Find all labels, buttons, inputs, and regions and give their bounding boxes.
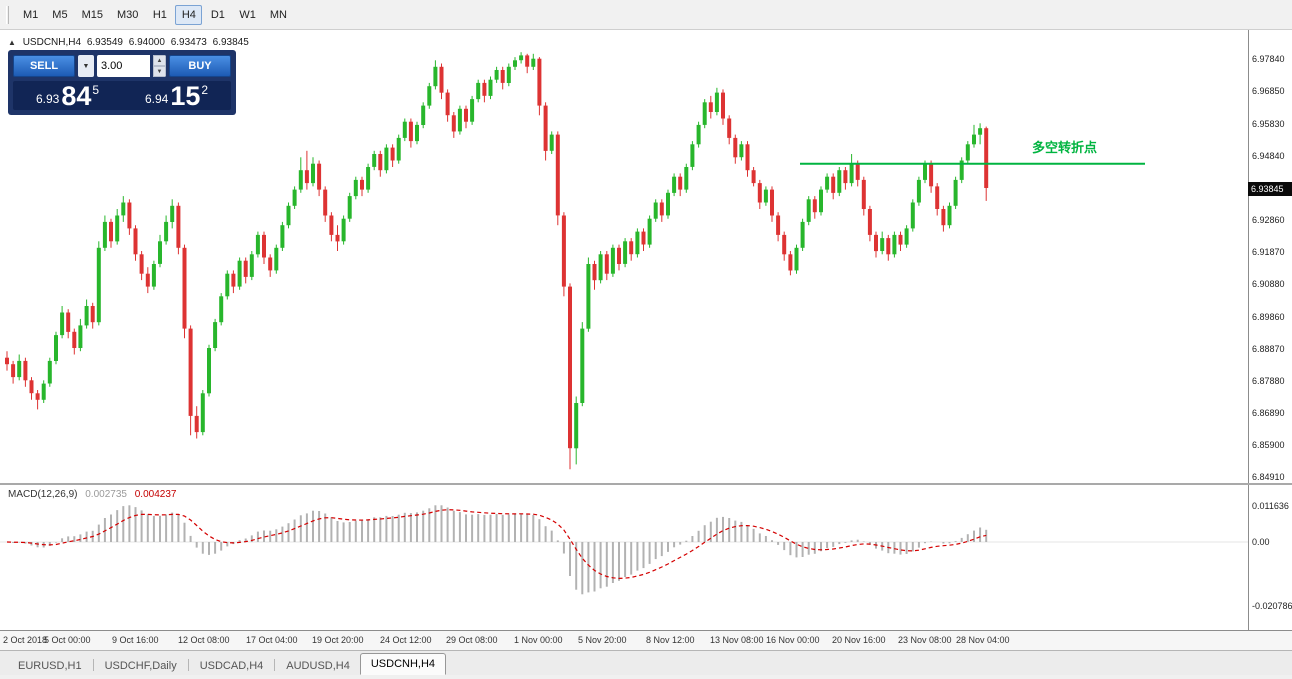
time-axis-label: 1 Nov 00:00 bbox=[514, 635, 563, 645]
chart-tab-usdchf-daily[interactable]: USDCHF,Daily bbox=[104, 659, 177, 672]
macd-panel: MACD(12,26,9) 0.002735 0.004237 0.011636… bbox=[0, 485, 1292, 631]
timeframe-m1[interactable]: M1 bbox=[23, 8, 39, 21]
sell-price-sup: 5 bbox=[92, 83, 100, 97]
indicator-axis-label: 0.00 bbox=[1252, 537, 1270, 547]
price-axis-label: 6.95830 bbox=[1252, 118, 1285, 129]
macd-main-value: 0.002735 bbox=[85, 489, 127, 500]
price-axis-label: 6.91870 bbox=[1252, 246, 1285, 257]
time-axis-label: 20 Nov 16:00 bbox=[832, 635, 886, 645]
timeframe-m30[interactable]: M30 bbox=[116, 8, 139, 21]
price-axis-label: 6.96850 bbox=[1252, 86, 1285, 96]
macd-chart[interactable] bbox=[0, 485, 1248, 630]
time-axis-label: 13 Nov 08:00 bbox=[710, 635, 764, 645]
chart-tab-eurusd-h1[interactable]: EURUSD,H1 bbox=[18, 659, 82, 672]
price-axis-label: 6.92860 bbox=[1252, 214, 1285, 225]
volume-stepper: ▲ ▼ bbox=[153, 55, 166, 77]
ohlc-open: 6.93549 bbox=[86, 37, 123, 48]
price-axis: 6.97840 6.96850 6.95830 6.94840 6.92860 6.918… bbox=[1248, 30, 1292, 483]
timeframe-toolbar: M1 M5 M15 M30 H1 H4 D1 W1 MN bbox=[0, 0, 1292, 30]
toolbar-grip[interactable] bbox=[6, 5, 9, 24]
time-axis-label: 19 Oct 20:00 bbox=[312, 635, 364, 645]
timeframe-h4[interactable]: H4 bbox=[175, 4, 203, 25]
symbol-title: USDCNH,H4 bbox=[22, 37, 82, 48]
buy-price[interactable]: 6.94 15 2 bbox=[122, 81, 231, 110]
price-chart-panel: ▲ USDCNH,H4 6.93549 6.94000 6.93473 6.93… bbox=[0, 30, 1292, 485]
price-axis-label: 6.84910 bbox=[1252, 472, 1285, 482]
sell-button[interactable]: SELL bbox=[13, 55, 75, 77]
timeframe-mn[interactable]: MN bbox=[269, 8, 287, 21]
time-axis-label: 9 Oct 16:00 bbox=[112, 635, 159, 645]
time-axis-label: 17 Oct 04:00 bbox=[246, 635, 298, 645]
candlestick-chart[interactable] bbox=[0, 30, 1248, 483]
ohlc-low: 6.93473 bbox=[170, 37, 207, 48]
chart-annotation: 多空转折点 bbox=[1032, 139, 1098, 155]
sell-price-big: 84 bbox=[61, 81, 92, 112]
price-axis-label: 6.94840 bbox=[1252, 150, 1285, 161]
indicator-axis-label: -0.020786 bbox=[1252, 601, 1292, 612]
time-axis-label: 28 Nov 04:00 bbox=[956, 635, 1010, 645]
price-axis-label: 6.97840 bbox=[1252, 54, 1285, 64]
volume-up-icon[interactable]: ▲ bbox=[153, 55, 166, 66]
time-axis: 2 Oct 2018 5 Oct 00:00 9 Oct 16:00 12 Oct 0… bbox=[0, 631, 1292, 651]
time-axis-label: 24 Oct 12:00 bbox=[380, 635, 432, 645]
time-axis-label: 29 Oct 08:00 bbox=[446, 635, 498, 645]
price-axis-label: 6.90880 bbox=[1252, 279, 1285, 289]
price-axis-label: 6.87880 bbox=[1252, 375, 1285, 386]
buy-price-big: 15 bbox=[170, 81, 201, 112]
macd-signal-value: 0.004237 bbox=[134, 489, 177, 500]
time-axis-label: 8 Nov 12:00 bbox=[646, 635, 695, 645]
price-axis-label: 6.86890 bbox=[1252, 407, 1285, 418]
trade-panel-toggle-icon[interactable]: ▲ bbox=[8, 38, 16, 47]
chart-tab-usdcnh-h4[interactable]: USDCNH,H4 bbox=[359, 653, 447, 675]
timeframe-m5[interactable]: M5 bbox=[52, 8, 68, 21]
current-price-badge: 6.93845 bbox=[1248, 182, 1292, 197]
volume-input[interactable]: 3.00 bbox=[97, 55, 150, 77]
price-axis-label: 6.85900 bbox=[1252, 439, 1285, 450]
tab-separator bbox=[92, 659, 94, 671]
indicator-axis: 0.011636 0.00 -0.020786 bbox=[1248, 485, 1292, 630]
sell-price-small: 6.93 bbox=[35, 92, 60, 106]
timeframe-d1[interactable]: D1 bbox=[210, 8, 225, 21]
ohlc-header: ▲ USDCNH,H4 6.93549 6.94000 6.93473 6.93… bbox=[8, 37, 252, 48]
tab-separator bbox=[187, 659, 189, 671]
time-axis-label: 12 Oct 08:00 bbox=[178, 635, 230, 645]
chart-tab-audusd-h4[interactable]: AUDUSD,H4 bbox=[286, 659, 350, 672]
macd-label: MACD(12,26,9) 0.002735 0.004237 bbox=[8, 489, 176, 500]
time-axis-label: 16 Nov 00:00 bbox=[766, 635, 820, 645]
volume-down-icon[interactable]: ▼ bbox=[153, 66, 166, 77]
price-axis-label: 6.88870 bbox=[1252, 343, 1285, 354]
tab-separator bbox=[274, 659, 276, 671]
timeframe-m15[interactable]: M15 bbox=[81, 8, 103, 21]
timeframe-h1[interactable]: H1 bbox=[152, 8, 167, 21]
status-bar bbox=[0, 675, 1292, 679]
time-axis-label: 5 Oct 00:00 bbox=[44, 635, 91, 645]
buy-price-sup: 2 bbox=[201, 83, 209, 97]
time-axis-label: 2 Oct 2018 bbox=[3, 635, 48, 645]
volume-dropdown-icon[interactable]: ▼ bbox=[78, 55, 94, 77]
timeframe-w1[interactable]: W1 bbox=[239, 8, 256, 21]
ohlc-close: 6.93845 bbox=[212, 37, 249, 48]
chart-tabs: EURUSD,H1 USDCHF,Daily USDCAD,H4 AUDUSD,H4 U… bbox=[0, 651, 1292, 675]
chart-tab-usdcad-h4[interactable]: USDCAD,H4 bbox=[199, 659, 264, 672]
price-axis-label: 6.89860 bbox=[1252, 311, 1285, 322]
time-axis-label: 5 Nov 20:00 bbox=[578, 635, 627, 645]
macd-name: MACD(12,26,9) bbox=[8, 489, 78, 500]
buy-button[interactable]: BUY bbox=[169, 55, 231, 77]
sell-price[interactable]: 6.93 84 5 bbox=[13, 81, 122, 110]
buy-price-small: 6.94 bbox=[144, 92, 169, 106]
ohlc-high: 6.94000 bbox=[128, 37, 165, 48]
indicator-axis-label: 0.011636 bbox=[1252, 500, 1289, 511]
time-axis-label: 23 Nov 08:00 bbox=[898, 635, 952, 645]
one-click-trade-panel: SELL ▼ 3.00 ▲ ▼ BUY 6.93 84 5 6.94 15 bbox=[8, 50, 236, 115]
